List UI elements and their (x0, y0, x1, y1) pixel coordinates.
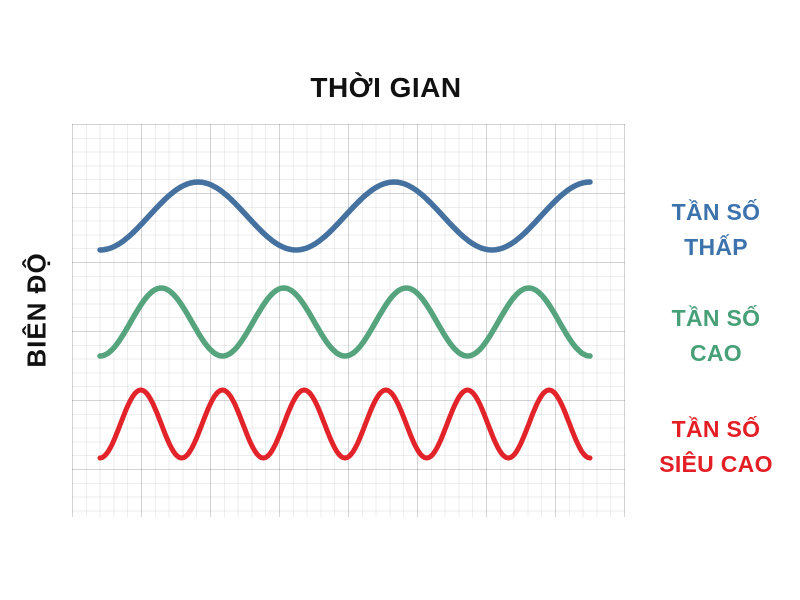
legend-high-frequency-line2: CAO (689, 340, 742, 366)
legend-low-frequency: TẦN SỐ THẤP (631, 195, 800, 265)
legend-ultra-high-frequency-line1: TẦN SỐ (671, 416, 761, 442)
y-axis-label: BIÊN ĐỘ (21, 252, 52, 368)
wave-low-frequency (97, 179, 593, 253)
legend-ultra-high-frequency: TẦN SỐ SIÊU CAO (631, 412, 800, 482)
legend-low-frequency-line2: THẤP (684, 234, 748, 260)
legend-high-frequency-line1: TẦN SỐ (671, 305, 761, 331)
legend-low-frequency-line1: TẦN SỐ (671, 199, 761, 225)
wave-ultra-frequency (97, 387, 593, 461)
chart-title: THỜI GIAN (310, 72, 462, 103)
legend-high-frequency: TẦN SỐ CAO (631, 301, 800, 371)
waveform-svg (97, 179, 593, 461)
legend-ultra-high-frequency-line2: SIÊU CAO (659, 451, 773, 477)
wave-high-frequency (97, 285, 593, 359)
grid-plot-area (72, 124, 625, 517)
